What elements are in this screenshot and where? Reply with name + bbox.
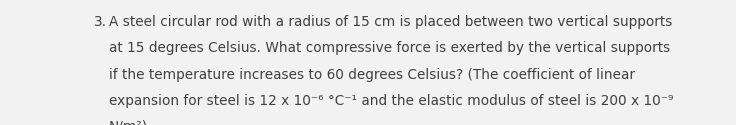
Text: at 15 degrees Celsius. What compressive force is exerted by the vertical support: at 15 degrees Celsius. What compressive … [109,41,670,55]
Text: 3.: 3. [94,15,107,29]
Text: N/m²).: N/m²). [109,120,152,125]
Text: if the temperature increases to 60 degrees Celsius? (The coefficient of linear: if the temperature increases to 60 degre… [109,68,635,82]
Text: expansion for steel is 12 x 10⁻⁶ °C⁻¹ and the elastic modulus of steel is 200 x : expansion for steel is 12 x 10⁻⁶ °C⁻¹ an… [109,94,673,108]
Text: A steel circular rod with a radius of 15 cm is placed between two vertical suppo: A steel circular rod with a radius of 15… [109,15,672,29]
